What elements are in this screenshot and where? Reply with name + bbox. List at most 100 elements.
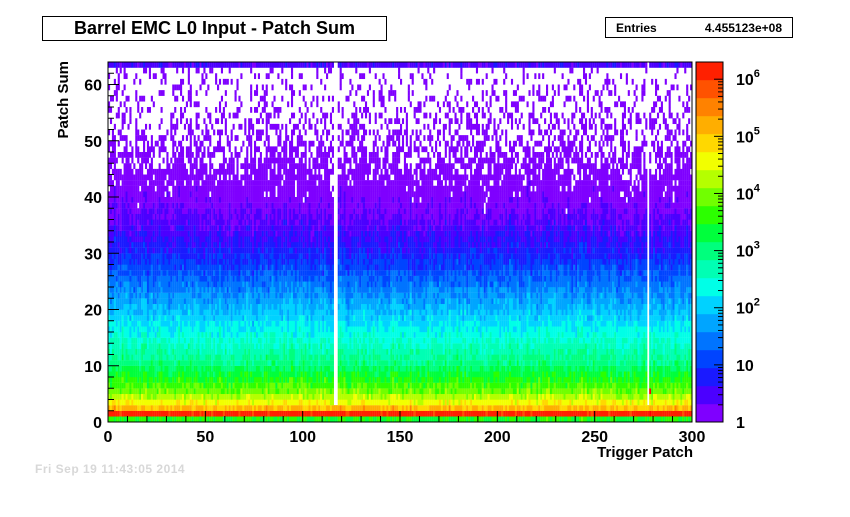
heatmap-cell <box>127 354 130 361</box>
heatmap-cell <box>259 112 262 119</box>
heatmap-cell <box>275 202 278 209</box>
heatmap-cell <box>181 410 185 417</box>
heatmap-cell <box>162 371 165 378</box>
heatmap-cell <box>160 354 163 361</box>
heatmap-cell <box>248 230 251 237</box>
heatmap-cell <box>144 152 148 158</box>
heatmap-cell <box>146 382 150 389</box>
heatmap-cell <box>193 354 196 361</box>
heatmap-cell <box>224 388 227 395</box>
heatmap-cell <box>290 67 294 74</box>
heatmap-cell <box>193 258 196 265</box>
heatmap-cell <box>111 405 114 411</box>
heatmap-cell <box>226 320 229 327</box>
heatmap-cell <box>185 191 188 198</box>
heatmap-cell <box>139 163 142 170</box>
heatmap-cell <box>209 348 212 355</box>
heatmap-cell <box>246 135 249 141</box>
heatmap-cell <box>252 202 255 209</box>
heatmap-cell <box>255 168 259 175</box>
heatmap-cell <box>133 191 136 198</box>
heatmap-cell <box>133 264 136 271</box>
heatmap-cell <box>115 213 118 220</box>
heatmap-cell <box>283 230 286 237</box>
heatmap-cell <box>113 135 116 141</box>
heatmap-cell <box>207 410 210 417</box>
heatmap-cell <box>115 410 118 417</box>
heatmap-cell <box>108 292 111 299</box>
heatmap-cell <box>170 281 173 288</box>
heatmap-cell <box>240 73 243 80</box>
heatmap-cell <box>255 197 259 203</box>
heatmap-cell <box>217 298 220 305</box>
heatmap-cell <box>215 225 218 231</box>
heatmap-cell <box>123 399 126 406</box>
heatmap-cell <box>160 78 163 85</box>
heatmap-cell <box>287 365 290 372</box>
heatmap-cell <box>215 399 218 406</box>
heatmap-cell <box>283 236 286 243</box>
heatmap-cell <box>281 382 284 389</box>
heatmap-cell <box>257 62 260 68</box>
heatmap-cell <box>224 337 227 344</box>
heatmap-cell <box>143 416 146 423</box>
heatmap-cell <box>148 213 151 220</box>
heatmap-cell <box>218 180 222 186</box>
heatmap-cell <box>193 101 196 108</box>
heatmap-cell <box>123 281 126 288</box>
heatmap-cell <box>271 213 274 220</box>
heatmap-cell <box>211 354 214 361</box>
heatmap-cell <box>267 365 270 372</box>
heatmap-cell <box>185 101 188 108</box>
heatmap-cell <box>121 365 124 372</box>
heatmap-cell <box>211 281 214 288</box>
heatmap-cell <box>287 371 290 378</box>
heatmap-cell <box>141 332 144 338</box>
heatmap-cell <box>133 202 136 209</box>
heatmap-cell <box>183 377 187 383</box>
heatmap-cell <box>170 180 173 186</box>
heatmap-cell <box>125 225 128 231</box>
heatmap-cell <box>234 326 237 333</box>
heatmap-cell <box>277 410 280 417</box>
heatmap-cell <box>287 197 290 203</box>
heatmap-cell <box>267 135 270 141</box>
heatmap-cell <box>287 281 290 288</box>
heatmap-cell <box>261 191 264 198</box>
heatmap-cell <box>277 393 280 400</box>
heatmap-cell <box>226 298 229 305</box>
heatmap-cell <box>187 270 190 276</box>
heatmap-cell <box>259 197 262 203</box>
heatmap-cell <box>269 298 272 305</box>
heatmap-cell <box>255 270 259 276</box>
heatmap-cell <box>215 377 218 383</box>
heatmap-cell <box>265 185 268 192</box>
heatmap-cell <box>238 354 241 361</box>
heatmap-cell <box>148 275 151 282</box>
heatmap-cell <box>164 393 167 400</box>
heatmap-cell <box>222 343 225 350</box>
heatmap-cell <box>170 225 173 231</box>
heatmap-cell <box>255 337 259 344</box>
heatmap-cell <box>176 287 179 293</box>
heatmap-cell <box>289 146 292 153</box>
heatmap-cell <box>146 416 150 423</box>
heatmap-cell <box>162 208 165 215</box>
heatmap-cell <box>242 326 245 333</box>
heatmap-cell <box>205 197 208 203</box>
heatmap-cell <box>255 191 259 198</box>
heatmap-cell <box>240 270 243 276</box>
heatmap-cell <box>199 388 202 395</box>
heatmap-cell <box>180 399 183 406</box>
heatmap-cell <box>252 388 255 395</box>
heatmap-cell <box>144 180 148 186</box>
heatmap-cell <box>191 292 194 299</box>
heatmap-cell <box>257 388 260 395</box>
heatmap-cell <box>211 202 214 209</box>
heatmap-cell <box>257 382 260 389</box>
heatmap-cell <box>109 275 113 282</box>
heatmap-cell <box>224 382 227 389</box>
heatmap-cell <box>158 253 161 260</box>
heatmap-cell <box>265 326 268 333</box>
heatmap-cell <box>234 399 237 406</box>
